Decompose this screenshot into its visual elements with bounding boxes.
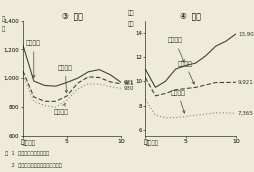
Text: 971: 971 bbox=[123, 80, 133, 85]
Text: 13,900: 13,900 bbox=[237, 31, 254, 36]
Text: 検挙件数: 検挙件数 bbox=[53, 104, 68, 115]
Text: 930: 930 bbox=[123, 86, 133, 91]
Text: 認知件数: 認知件数 bbox=[26, 41, 41, 78]
Text: 検挙人員: 検挙人員 bbox=[177, 61, 194, 84]
Text: 961: 961 bbox=[123, 81, 133, 86]
Text: 人: 人 bbox=[1, 26, 5, 32]
Text: 平成元年: 平成元年 bbox=[23, 141, 36, 146]
Text: 平成元年: 平成元年 bbox=[145, 141, 158, 146]
Text: 7,365: 7,365 bbox=[237, 111, 253, 116]
Text: 検挙人員: 検挙人員 bbox=[58, 65, 73, 93]
Text: 千人: 千人 bbox=[127, 21, 133, 27]
Text: 9,921: 9,921 bbox=[237, 80, 253, 85]
Text: 注  1  警察庁の統計による。: 注 1 警察庁の統計による。 bbox=[5, 151, 49, 156]
Text: 2  巻末資料１－４の注２に同じ。: 2 巻末資料１－４の注２に同じ。 bbox=[5, 163, 62, 168]
Title: ④  恐喝: ④ 恐喝 bbox=[180, 11, 200, 20]
Text: 認知件数: 認知件数 bbox=[167, 38, 184, 62]
Title: ③  傷害: ③ 傷害 bbox=[61, 11, 82, 20]
Text: 検挙件数: 検挙件数 bbox=[170, 90, 185, 113]
Text: 千件: 千件 bbox=[127, 11, 133, 17]
Text: 件: 件 bbox=[1, 16, 5, 22]
